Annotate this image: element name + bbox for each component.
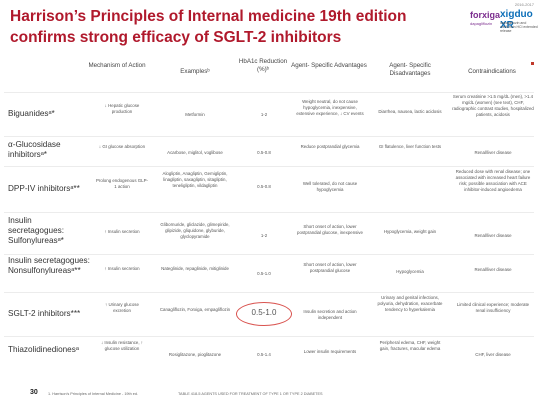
logo-forxiga: forxiga: [470, 10, 501, 20]
reduction-cell: 0.5-1.0: [257, 271, 271, 276]
mechanism-cell: ↓ Insulin resistance, ↑ glucose utilizat…: [101, 340, 143, 351]
row-divider: [4, 166, 534, 167]
reduction-cell: 0.5-0.8: [257, 184, 271, 189]
contraindications-cell: Serum creatinine >1.5 mg/dL (men), >1.4 …: [452, 94, 534, 117]
advantages-cell: Weight neutral, do not cause hypoglycemi…: [296, 99, 364, 116]
advantages-cell: Well tolerated, do not cause hypoglycemi…: [302, 181, 358, 192]
logo-xigduo-sub: dapagliflozin and metformin HCl extended…: [500, 21, 538, 33]
header-examples: Examplesᵇ: [180, 68, 210, 75]
slide-title: Harrison’s Principles of Internal medici…: [10, 8, 407, 46]
reduction-cell: 0.5-0.8: [257, 150, 271, 155]
advantages-cell: Reduce postprandial glycemia: [300, 144, 360, 149]
examples-cell: Metformin: [185, 112, 205, 117]
mechanism-cell: ↓ Hepatic glucose production: [104, 103, 140, 114]
contraindications-cell: Renal/liver disease: [474, 233, 512, 238]
contraindications-cell: Renal/liver disease: [474, 150, 512, 155]
table-caption: TABLE 418-5 AGENTS USED FOR TREATMENT OF…: [178, 392, 323, 396]
examples-cell: Rosiglitazone, pioglitazone: [168, 352, 222, 357]
drug-class: Insulin secretagogues: Nonsulfonylureasᵃ…: [8, 256, 90, 275]
header-hba1c: HbA1c Reduction (%)ᵇ: [238, 58, 288, 73]
disadvantages-cell: Hypoglycemia: [396, 269, 424, 274]
drug-class: Insulin secretagogues: Sulfonylureasᵃ*: [8, 216, 64, 245]
row-divider: [4, 212, 534, 213]
row-divider: [4, 92, 534, 93]
examples-cell: Alogliptin, Anagliptin, Gemigliptin, lin…: [162, 171, 228, 188]
source-citation: 1. Harrison’s Principles of Internal Med…: [48, 392, 139, 396]
header-mechanism: Mechanism of Action: [88, 62, 146, 69]
row-divider: [4, 254, 534, 255]
logo-xigduo: xigduo XR: [500, 9, 533, 31]
advantages-cell: Lower insulin requirements: [303, 349, 357, 354]
examples-cell: Acarbose, miglitol, voglibose: [167, 150, 223, 155]
examples-cell: Canagliflozin, Forxiga, empagliflozin: [159, 307, 231, 312]
row-divider: [4, 292, 534, 293]
header-disadvantages: Agent- Specific Disadvantages: [389, 62, 431, 77]
reduction-cell: 0.5-1.4: [257, 352, 271, 357]
reduction-cell-highlighted: 0.5-1.0: [251, 308, 277, 317]
mechanism-cell: ↑ Urinary glucose excretion: [105, 302, 139, 313]
mechanism-cell: ↑ Insulin secretion: [104, 229, 140, 234]
examples-cell: Nateglinide, repaglinide, mitiglinide: [161, 266, 229, 271]
examples-cell: Glibornuride, gliclazide, glimepiride, g…: [160, 222, 230, 239]
mechanism-cell: Prolong endogenous GLP-1 action: [96, 178, 148, 189]
highlight-circle: [236, 302, 292, 326]
contraindications-cell: Limited clinical experience; moderate re…: [456, 302, 530, 313]
disadvantages-cell: Urinary and genital infections, polyuria…: [377, 295, 443, 312]
logo-date: 2016-2017: [514, 2, 534, 7]
disadvantages-cell: Hypoglycemia, weight gain: [383, 229, 437, 234]
page-number: 30: [30, 389, 38, 396]
brand-logo: 2016-2017 forxiga xigduo XR dapagliflozi…: [470, 2, 538, 36]
advantages-cell: Short onset of action, lower postprandia…: [297, 224, 363, 235]
drug-class: α-Glucosidase inhibitorsᵃ*: [8, 140, 61, 159]
header-advantages: Agent- Specific Advantages: [291, 62, 367, 69]
logo-forxiga-sub: dapagliflozin: [470, 21, 493, 26]
drug-class: DPP-IV inhibitorsᵃ**: [8, 184, 80, 193]
accent-dot: [531, 62, 534, 65]
contraindications-cell: Reduced dose with renal disease; one ass…: [455, 169, 531, 192]
mechanism-cell: ↑ Insulin secretion: [104, 266, 140, 271]
contraindications-cell: Renal/liver disease: [474, 267, 512, 272]
header-contraindications: Contraindications: [468, 68, 516, 75]
reduction-cell: 1-2: [260, 233, 268, 238]
advantages-cell: Insulin secretion and action independent: [303, 309, 357, 320]
row-divider: [4, 336, 534, 337]
drug-class: Biguanidesᵃ*: [8, 109, 55, 118]
contraindications-cell: CHF, liver disease: [475, 352, 511, 357]
reduction-cell: 1-2: [260, 112, 268, 117]
disadvantages-cell: Diarrhea, nausea, lactic acidosis: [378, 109, 442, 114]
drug-class: SGLT-2 inhibitors***: [8, 309, 81, 318]
drug-class: Thiazolidinedionesᵃ: [8, 345, 79, 354]
disadvantages-cell: Peripheral edema, CHF, weight gain, frac…: [379, 340, 441, 351]
advantages-cell: Short onset of action, lower postprandia…: [303, 262, 357, 273]
disadvantages-cell: GI flatulence, liver function tests: [378, 144, 442, 149]
mechanism-cell: ↓ GI glucose absorption: [98, 144, 146, 149]
row-divider: [4, 136, 534, 137]
